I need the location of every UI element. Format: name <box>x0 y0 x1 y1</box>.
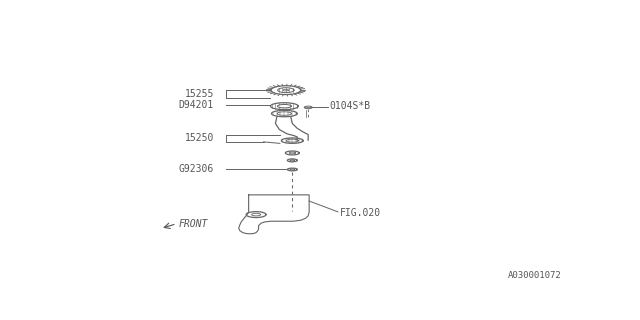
Text: D94201: D94201 <box>179 100 214 110</box>
Text: FIG.020: FIG.020 <box>339 208 381 218</box>
Text: 0104S*B: 0104S*B <box>330 101 371 111</box>
Text: FRONT: FRONT <box>178 219 207 229</box>
Text: G92306: G92306 <box>179 164 214 174</box>
Text: A030001072: A030001072 <box>508 271 561 280</box>
Text: 15250: 15250 <box>184 133 214 143</box>
Text: 15255: 15255 <box>184 89 214 99</box>
